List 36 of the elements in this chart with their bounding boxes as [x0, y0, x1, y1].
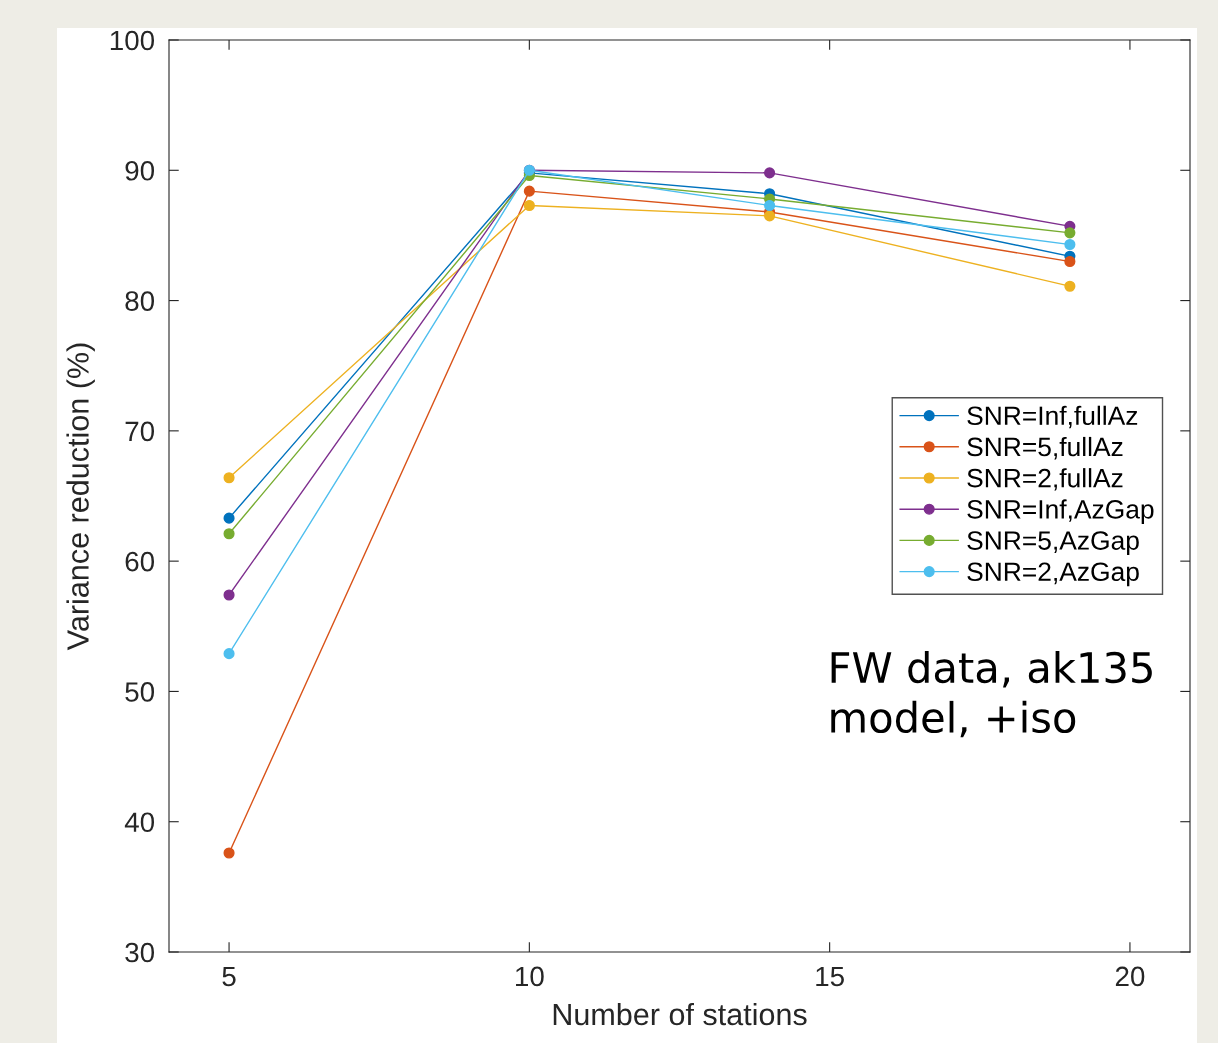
x-tick-label: 10	[516, 966, 544, 987]
point	[223, 472, 235, 484]
y-tick-label: 50	[125, 682, 155, 702]
legend-label: SNR=Inf,fullAz	[967, 405, 1138, 429]
y-tick-label: 40	[124, 812, 155, 833]
x-tick-label: 15	[816, 966, 844, 987]
point	[223, 528, 235, 540]
point	[523, 185, 535, 197]
y-tick-label: 80	[125, 291, 155, 311]
legend-label: SNR=5,AzGap	[967, 531, 1139, 556]
point	[223, 589, 235, 601]
legend-label: SNR=2,fullAz	[967, 468, 1123, 491]
point	[1064, 227, 1076, 239]
y-tick-label: 70	[125, 421, 155, 442]
point	[764, 210, 776, 222]
legend-label: SNR=Inf,AzGap	[967, 499, 1154, 524]
x-tick-label: 20	[1115, 966, 1145, 987]
legend-label: SNR=2,AzGap	[967, 562, 1139, 587]
y-axis-title: Variance reduction (%)	[66, 343, 95, 651]
point	[764, 167, 776, 179]
point	[764, 199, 776, 212]
y-tick-label: 100	[110, 30, 155, 51]
point	[1064, 255, 1076, 268]
y-tick-label: 30	[125, 942, 155, 963]
x-tick-label: 5	[222, 966, 236, 987]
y-tick-label: 60	[125, 551, 155, 572]
point	[223, 512, 235, 524]
point	[223, 847, 235, 859]
y-tick-label: 90	[125, 160, 155, 181]
point	[1064, 280, 1076, 292]
x-axis-title: Number of stations	[553, 1002, 807, 1026]
legend-label: SNR=5,fullAz	[967, 436, 1123, 460]
annotation: FW data, ak135 model, +iso	[831, 651, 1152, 738]
point	[523, 199, 535, 212]
point	[1064, 238, 1076, 251]
point	[223, 648, 235, 660]
